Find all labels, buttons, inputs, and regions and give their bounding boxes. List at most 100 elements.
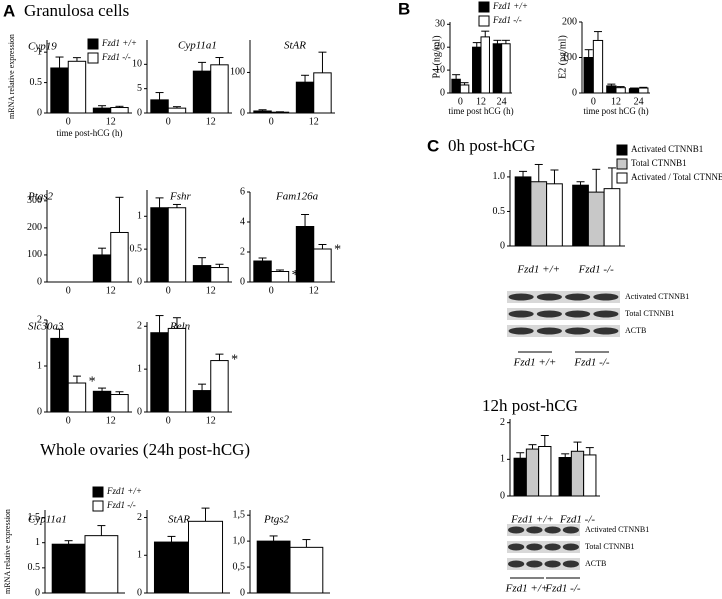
chart-title: P4 (ng/ml) bbox=[431, 35, 442, 78]
blot-label: ACTB bbox=[585, 559, 606, 568]
bar bbox=[167, 207, 187, 283]
y-tick-label: 0 bbox=[137, 276, 142, 287]
legend-swatch bbox=[92, 500, 104, 512]
blot-band bbox=[544, 560, 561, 568]
bar bbox=[606, 85, 617, 94]
blot-band bbox=[544, 543, 561, 551]
y-tick-label: 2 bbox=[37, 314, 42, 325]
y-tick-label: 0 bbox=[240, 107, 245, 118]
x-tick-label: 12 bbox=[611, 96, 621, 107]
bar bbox=[150, 207, 169, 283]
legend-swatch bbox=[87, 52, 99, 64]
y-tick-label: 100 bbox=[230, 67, 245, 78]
blot-label: Activated CTNNB1 bbox=[625, 292, 689, 301]
y-tick-label: 2 bbox=[137, 321, 142, 332]
significance: * bbox=[292, 268, 299, 283]
legend-swatch bbox=[616, 144, 628, 156]
y-tick-label: 0.5 bbox=[28, 562, 41, 573]
y-tick-label: 100 bbox=[27, 249, 42, 260]
bar bbox=[480, 36, 490, 94]
blot-band bbox=[562, 560, 579, 568]
legend-label: Fzd1 +/+ bbox=[106, 486, 142, 496]
bar bbox=[50, 337, 69, 413]
blot-band bbox=[508, 310, 534, 318]
x-tick-label: 12 bbox=[206, 116, 216, 127]
significance: * bbox=[89, 374, 96, 389]
x-axis-label: time post hCG (h) bbox=[583, 106, 648, 116]
x-tick-label: 24 bbox=[497, 96, 507, 107]
y-tick-label: 6 bbox=[240, 186, 245, 197]
bar bbox=[513, 457, 527, 497]
bar bbox=[50, 67, 69, 114]
bar bbox=[592, 39, 604, 94]
bar bbox=[501, 43, 511, 94]
section-title: 12h post-hCG bbox=[482, 396, 578, 415]
y-tick-label: 1 bbox=[500, 454, 505, 465]
x-tick-label: 0 bbox=[66, 285, 71, 296]
y-tick-label: 1.0 bbox=[493, 171, 506, 182]
blot-label: Total CTNNB1 bbox=[625, 309, 674, 318]
x-tick-label: 12 bbox=[206, 415, 216, 426]
y-tick-label: 0 bbox=[500, 240, 505, 251]
blot-band bbox=[508, 526, 525, 534]
y-tick-label: 1 bbox=[137, 550, 142, 561]
bar bbox=[570, 450, 585, 497]
blot-band bbox=[526, 560, 543, 568]
y-tick-label: 0 bbox=[440, 87, 445, 98]
y-tick-label: 0 bbox=[500, 490, 505, 501]
bar bbox=[492, 43, 503, 94]
bar bbox=[270, 271, 290, 283]
blot-strip bbox=[507, 524, 580, 536]
chart-title: StAR bbox=[168, 514, 190, 526]
legend-label: Fzd1 -/- bbox=[492, 15, 522, 25]
bar bbox=[538, 446, 552, 497]
section-title: Granulosa cells bbox=[24, 1, 129, 20]
y-tick-label: 1 bbox=[35, 537, 40, 548]
bar bbox=[313, 248, 332, 283]
y-tick-label: 20 bbox=[435, 41, 445, 52]
blot-strip bbox=[507, 308, 620, 320]
bar bbox=[289, 546, 324, 594]
panel-letter: C bbox=[427, 136, 439, 155]
y-tick-label: 0 bbox=[37, 107, 42, 118]
y-tick-label: 1.5 bbox=[28, 512, 41, 523]
x-tick-label: 12 bbox=[309, 285, 319, 296]
bar bbox=[295, 81, 315, 114]
y-tick-label: 1 bbox=[137, 211, 142, 222]
significance: * bbox=[231, 352, 238, 367]
bar bbox=[153, 541, 189, 594]
bar bbox=[638, 87, 649, 94]
legend-swatch bbox=[478, 15, 490, 27]
y-tick-label: 200 bbox=[27, 222, 42, 233]
bar bbox=[587, 191, 605, 247]
bar bbox=[92, 390, 112, 413]
bar bbox=[558, 457, 572, 497]
x-tick-label: 0 bbox=[458, 96, 463, 107]
y-tick-label: 2 bbox=[240, 246, 245, 257]
blot-band bbox=[593, 310, 619, 318]
x-tick-label: 12 bbox=[206, 285, 216, 296]
blot-band bbox=[508, 293, 534, 301]
legend-label: Total CTNNB1 bbox=[631, 158, 687, 168]
bar bbox=[459, 84, 470, 94]
group-label: Fzd1 +/+ bbox=[505, 583, 549, 595]
y-tick-label: 0 bbox=[240, 587, 245, 598]
chart-title: E2 (pg/ml) bbox=[557, 35, 568, 79]
x-tick-label: 12 bbox=[106, 116, 116, 127]
blot-label: Total CTNNB1 bbox=[585, 542, 634, 551]
y-tick-label: 30 bbox=[435, 19, 445, 30]
chart-title: StAR bbox=[284, 40, 306, 52]
bar bbox=[110, 394, 129, 413]
blot-label: ACTB bbox=[625, 326, 646, 335]
y-tick-label: 1,0 bbox=[233, 535, 246, 546]
y-tick-label: 0 bbox=[240, 276, 245, 287]
y-tick-label: 0 bbox=[35, 587, 40, 598]
bar bbox=[167, 327, 187, 413]
blot-band bbox=[593, 293, 619, 301]
x-tick-label: 12 bbox=[476, 96, 486, 107]
blot-band bbox=[526, 543, 543, 551]
y-tick-label: 0 bbox=[137, 406, 142, 417]
x-tick-label: 0 bbox=[66, 415, 71, 426]
y-tick-label: 100 bbox=[562, 52, 577, 63]
blot-band bbox=[536, 293, 562, 301]
